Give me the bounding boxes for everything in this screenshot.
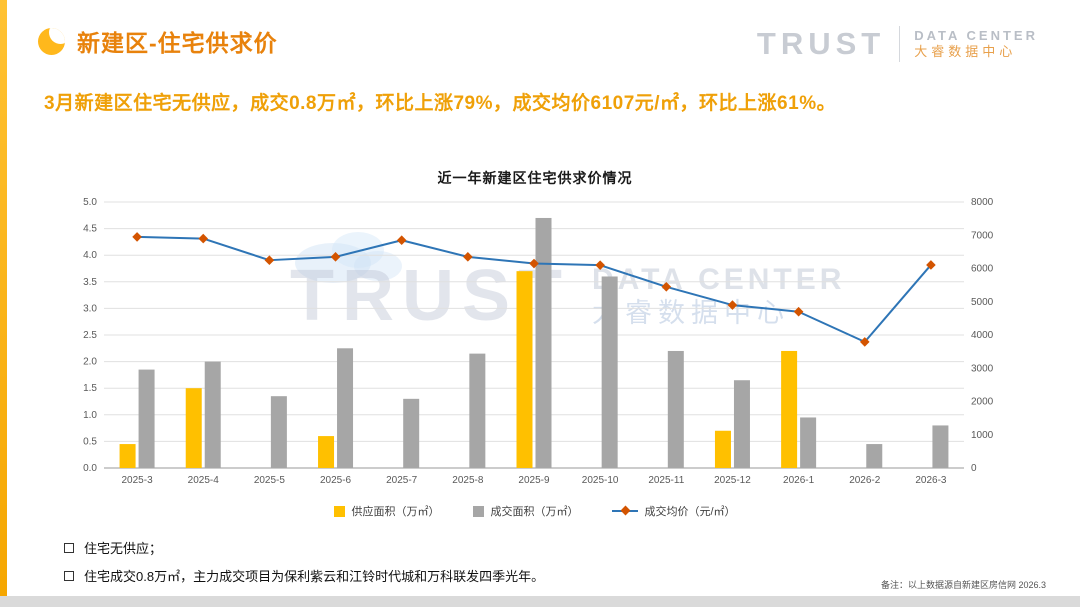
page-header: 新建区-住宅供求价 — [38, 24, 278, 58]
supply-demand-price-chart: 0.0 0.5 1.0 1.5 2.0 2.5 3.0 3.5 4.0 4.5 5.0 0 1000 20… — [83, 197, 994, 486]
logo-data-center-text: DATA CENTER — [914, 27, 1038, 43]
svg-text:0.0: 0.0 — [83, 463, 97, 474]
svg-text:6000: 6000 — [971, 264, 994, 275]
svg-text:2025-5: 2025-5 — [254, 475, 286, 486]
svg-text:2.0: 2.0 — [83, 357, 97, 368]
svg-text:5.0: 5.0 — [83, 197, 97, 208]
svg-text:2026-1: 2026-1 — [783, 475, 815, 486]
svg-text:2025-9: 2025-9 — [518, 475, 550, 486]
svg-text:4000: 4000 — [971, 330, 994, 341]
legend-line-marker-icon — [612, 505, 639, 516]
chart-legend: 供应面积（万㎡） 成交面积（万㎡） 成交均价（元/㎡） — [60, 503, 1010, 519]
svg-text:1.5: 1.5 — [83, 383, 97, 394]
legend-label: 成交面积（万㎡） — [490, 506, 579, 518]
svg-text:5000: 5000 — [971, 297, 994, 308]
svg-text:3.5: 3.5 — [83, 277, 97, 288]
svg-text:2.5: 2.5 — [83, 330, 97, 341]
svg-text:2025-11: 2025-11 — [648, 475, 684, 486]
legend-swatch-icon — [334, 505, 346, 517]
svg-text:0: 0 — [971, 463, 977, 474]
legend-item: 成交均价（元/㎡） — [612, 503, 736, 519]
trust-logo-wordmark: TRUST — [756, 26, 886, 61]
svg-text:2025-10: 2025-10 — [582, 475, 619, 486]
svg-text:7000: 7000 — [971, 230, 994, 241]
list-item: 住宅成交0.8万㎡，主力成交项目为保利紫云和江铃时代城和万科联发四季光年。 — [64, 566, 544, 585]
bottom-footer-strip — [0, 596, 1080, 607]
svg-text:2026-2: 2026-2 — [849, 475, 881, 486]
svg-text:2025-8: 2025-8 — [452, 475, 484, 486]
crescent-logo-icon — [38, 27, 65, 55]
chart-block: 近一年新建区住宅供求价情况 0.0 0.5 1.0 1.5 2.0 2.5 3.0 3.5 4.… — [60, 168, 1010, 519]
legend-label: 成交均价（元/㎡） — [644, 506, 736, 518]
logo-chinese-name: 大睿数据中心 — [914, 44, 1017, 59]
svg-text:2026-3: 2026-3 — [915, 475, 947, 486]
svg-text:2025-7: 2025-7 — [386, 475, 418, 486]
svg-text:3.0: 3.0 — [83, 303, 97, 314]
list-item-text: 住宅无供应； — [84, 541, 163, 556]
logo-divider — [899, 26, 901, 62]
svg-text:2025-6: 2025-6 — [320, 475, 352, 486]
svg-text:3000: 3000 — [971, 363, 994, 374]
chart-title: 近一年新建区住宅供求价情况 — [437, 170, 633, 186]
list-item-text: 住宅成交0.8万㎡，主力成交项目为保利紫云和江铃时代城和万科联发四季光年。 — [84, 569, 545, 584]
svg-text:2000: 2000 — [971, 397, 994, 408]
svg-text:4.0: 4.0 — [83, 250, 97, 261]
trust-logo: TRUST DATA CENTER 大睿数据中心 — [757, 26, 1038, 62]
svg-text:2025-12: 2025-12 — [714, 475, 751, 486]
svg-text:4.5: 4.5 — [83, 224, 97, 235]
legend-swatch-icon — [473, 505, 485, 517]
notes-list: 住宅无供应； 住宅成交0.8万㎡，主力成交项目为保利紫云和江铃时代城和万科联发四… — [64, 538, 544, 585]
svg-text:1.0: 1.0 — [83, 410, 97, 421]
logo-subtitle-block: DATA CENTER 大睿数据中心 — [914, 28, 1038, 61]
legend-label: 供应面积（万㎡） — [351, 506, 440, 518]
svg-text:2025-3: 2025-3 — [122, 475, 154, 486]
svg-text:8000: 8000 — [971, 197, 994, 208]
left-accent-strip — [0, 0, 7, 607]
summary-headline: 3月新建区住宅无供应，成交0.8万㎡，环比上涨79%，成交均价6107元/㎡，环… — [44, 93, 837, 114]
data-source-note: 备注：以上数据源自新建区房信网 2026.3 — [880, 580, 1046, 590]
svg-text:2025-4: 2025-4 — [188, 475, 220, 486]
legend-item: 成交面积（万㎡） — [473, 503, 578, 519]
list-item: 住宅无供应； — [64, 538, 544, 557]
square-bullet-icon — [64, 570, 74, 581]
page-title: 新建区-住宅供求价 — [77, 30, 278, 56]
svg-text:1000: 1000 — [971, 430, 994, 441]
svg-text:0.5: 0.5 — [83, 436, 97, 447]
square-bullet-icon — [64, 542, 74, 553]
legend-item: 供应面积（万㎡） — [334, 503, 439, 519]
